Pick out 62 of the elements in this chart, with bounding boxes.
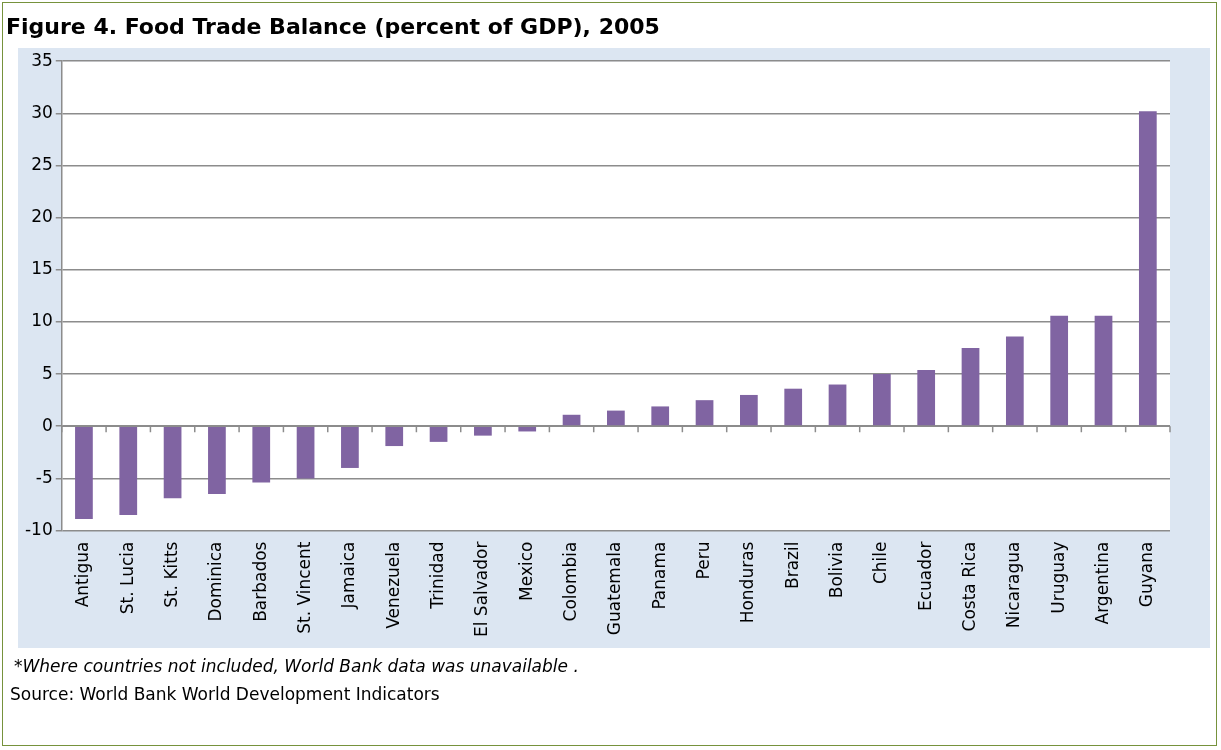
bar [1138,111,1157,426]
bar [75,426,93,520]
y-tick-label: -10 [24,518,53,539]
bar [208,426,226,495]
x-tick-label: St. Lucia [116,541,137,615]
bar [607,410,625,426]
bar [518,426,537,432]
x-tick-label: Uruguay [1047,541,1068,614]
x-tick-label: Nicaragua [1003,541,1024,629]
y-tick-label: -5 [35,466,53,487]
y-tick-label: 10 [31,310,53,331]
x-tick-label: Dominica [205,541,226,622]
x-tick-label: Barbados [249,541,270,622]
bar [740,394,758,426]
bar [119,426,138,515]
x-tick-label: St. Vincent [294,541,314,634]
x-tick-label: Guyana [1136,541,1157,608]
x-tick-label: Antigua [72,541,93,608]
x-tick-label: Bolivia [825,541,846,599]
y-tick-label: 20 [31,206,53,227]
y-tick-label: 25 [31,153,53,174]
bar [828,384,847,426]
x-tick-label: Trinidad [426,541,447,610]
text: *Where countries not included, World Bank data was unavailable . [14,656,579,676]
x-tick-label: Colombia [559,541,580,622]
x-tick-label: Honduras [737,541,758,624]
bar [341,426,359,468]
bar [252,426,271,483]
x-tick-label: Guatemala [604,541,625,636]
bar [429,426,448,442]
bar [296,426,315,479]
y-tick-label: 15 [31,258,53,279]
bar [872,374,891,426]
bar [784,388,803,426]
y-tick-label: 30 [31,101,53,122]
x-tick-label: Chile [870,541,891,585]
bar [163,426,182,499]
bar [651,406,670,426]
chart-title: Figure 4. Food Trade Balance (percent of GDP), 2005 [6,14,660,39]
x-tick-label: Ecuador [914,541,935,612]
bar [695,400,714,426]
y-tick-label: 0 [41,414,53,435]
bar [1094,315,1113,426]
y-tick-label: 5 [41,362,53,383]
x-tick-label: El Salvador [471,541,492,638]
bar [474,426,492,436]
x-tick-label: Panama [648,541,669,610]
y-tick-label: 35 [31,49,53,70]
bar [917,369,936,426]
x-tick-label: Mexico [515,541,536,601]
bar [385,426,404,447]
x-tick-label: St. Kitts [161,541,182,608]
x-tick-label: Brazil [781,541,802,589]
x-tick-label: Costa Rica [958,541,979,632]
x-tick-label: Venezuela [382,541,403,629]
source-note: Source: World Bank World Development Indicators [10,684,440,704]
bar [1050,315,1069,426]
x-tick-label: Argentina [1091,541,1112,625]
bar [1005,336,1024,426]
bar [961,348,980,426]
x-tick-label: Peru [692,541,713,580]
x-tick-label: Jamaica [338,541,359,610]
